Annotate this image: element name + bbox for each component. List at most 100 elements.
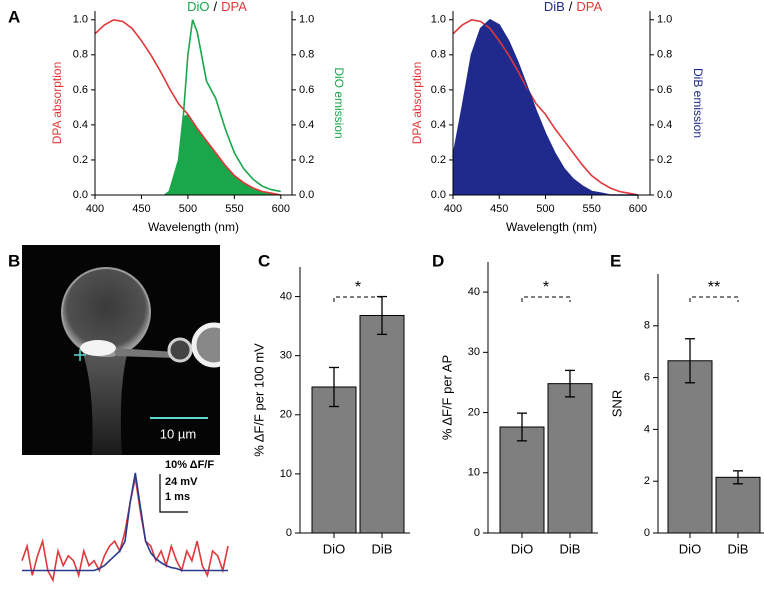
y-tick-label: 0	[474, 527, 480, 539]
bright-spot	[80, 340, 116, 356]
y-tick-label: 0.2	[73, 154, 88, 166]
x-tick-label: DiO	[511, 541, 533, 556]
spectrum-line	[94, 18, 281, 196]
x-tick-label: DiO	[323, 541, 345, 556]
panel-label: A	[8, 7, 20, 26]
title-part: DiO	[187, 0, 209, 14]
y-tick-label: 6	[644, 372, 650, 384]
x-tick-label: 500	[536, 203, 554, 215]
cell-soma	[61, 267, 151, 357]
x-axis-label: Wavelength (nm)	[506, 220, 597, 234]
spectrum-line	[164, 19, 281, 196]
y2-axis-label: DiO emission	[332, 67, 346, 138]
micrograph: 10 µm	[22, 245, 250, 455]
bar	[715, 476, 761, 534]
y-axis-label: % ΔF/F per AP	[439, 355, 454, 440]
panel-label: D	[432, 251, 444, 270]
y-tick-label: 0.6	[73, 84, 88, 96]
significance-bracket	[333, 296, 383, 302]
y2-tick-label: 0.6	[299, 84, 314, 96]
panel-label: E	[610, 251, 621, 270]
image-clip	[220, 300, 250, 410]
y-axis-label: SNR	[609, 390, 624, 417]
overlap-fill	[164, 114, 281, 195]
y2-tick-label: 0.6	[657, 84, 672, 96]
panel-label: C	[258, 251, 270, 270]
y-tick-label: 0.8	[431, 49, 446, 61]
x-tick-label: 400	[86, 203, 104, 215]
cell-process	[82, 350, 128, 455]
pipette	[115, 348, 175, 358]
x-tick-label: 500	[179, 203, 197, 215]
panel-label: B	[8, 251, 20, 270]
x-tick-label: DiO	[679, 541, 701, 556]
y2-axis-label: DiB emission	[691, 68, 705, 138]
y-tick-label: 0.4	[431, 119, 446, 131]
y2-tick-label: 1.0	[299, 14, 314, 26]
scale-label: 24 mV	[165, 476, 198, 488]
significance-label: *	[355, 279, 361, 296]
chart-title: DiB / DPA	[544, 0, 603, 14]
y-tick-label: 0.0	[73, 189, 88, 201]
y-tick-label: 30	[280, 350, 292, 362]
cross-marker	[74, 349, 86, 361]
chart-title: DiO / DPA	[187, 0, 247, 14]
axis-frame	[94, 11, 293, 196]
title-part: DPA	[576, 0, 602, 14]
bar	[311, 386, 357, 534]
y-tick-label: 2	[644, 475, 650, 487]
spectrum-line	[452, 18, 639, 196]
y-tick-label: 20	[280, 409, 292, 421]
y2-tick-label: 0.0	[299, 189, 314, 201]
y-axis-label: DPA absorption	[50, 62, 64, 145]
bar	[547, 383, 593, 534]
y2-tick-label: 0.8	[299, 49, 314, 61]
trace-line	[22, 472, 228, 572]
y-tick-label: 0	[644, 527, 650, 539]
x-tick-label: DiB	[560, 541, 581, 556]
significance-label: **	[708, 279, 720, 296]
y-tick-label: 0.2	[431, 154, 446, 166]
y-tick-label: 40	[468, 286, 480, 298]
x-axis-label: Wavelength (nm)	[148, 220, 239, 234]
axis-frame	[452, 11, 651, 196]
x-tick-label: 400	[444, 203, 462, 215]
title-part: /	[214, 0, 218, 14]
y-tick-label: 0.0	[431, 189, 446, 201]
y-tick-label: 0.4	[73, 119, 88, 131]
y2-tick-label: 0.0	[657, 189, 672, 201]
y-tick-label: 1.0	[73, 14, 88, 26]
scale-label: 10% ΔF/F	[165, 459, 214, 471]
title-part: DPA	[221, 0, 247, 14]
emission-area	[453, 19, 638, 195]
x-tick-label: 450	[132, 203, 150, 215]
scale-label: 10 µm	[160, 426, 196, 441]
x-tick-label: DiB	[728, 541, 749, 556]
x-tick-label: 600	[272, 203, 290, 215]
significance-bracket	[689, 296, 739, 302]
spectrum-line	[452, 18, 638, 196]
y-tick-label: 0	[286, 527, 292, 539]
y-tick-label: 40	[280, 290, 292, 302]
y2-tick-label: 0.2	[299, 154, 314, 166]
y-tick-label: 8	[644, 320, 650, 332]
significance-label: *	[543, 279, 549, 296]
x-tick-label: 550	[225, 203, 243, 215]
x-tick-label: DiB	[372, 541, 393, 556]
scale-bars	[159, 474, 188, 513]
trace-line	[21, 477, 229, 583]
y2-tick-label: 1.0	[657, 14, 672, 26]
title-part: /	[569, 0, 573, 14]
y-tick-label: 4	[644, 423, 650, 435]
y-axis-label: DPA absorption	[410, 62, 424, 145]
bar	[499, 426, 545, 534]
x-tick-label: 600	[629, 203, 647, 215]
y2-tick-label: 0.4	[299, 119, 314, 131]
y2-tick-label: 0.4	[657, 119, 672, 131]
y2-tick-label: 0.2	[657, 154, 672, 166]
y-tick-label: 0.6	[431, 84, 446, 96]
y-axis-label: % ΔF/F per 100 mV	[251, 343, 266, 457]
y-tick-label: 10	[280, 468, 292, 480]
x-tick-label: 450	[490, 203, 508, 215]
bar	[667, 360, 713, 534]
